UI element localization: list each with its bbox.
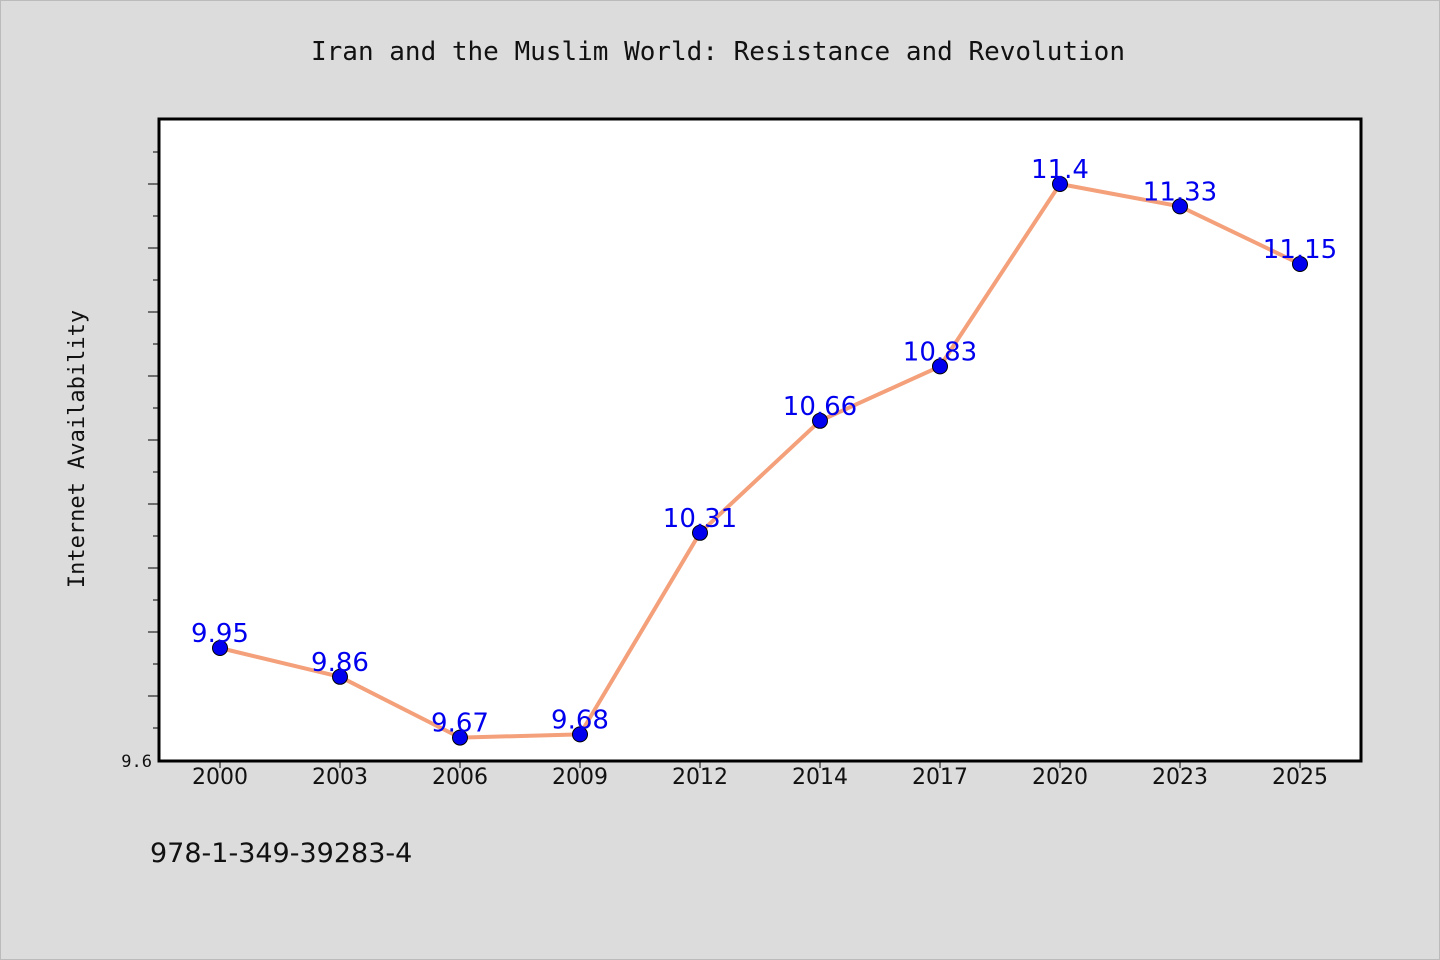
data-label: 10.31	[663, 504, 737, 534]
x-tick-label: 2000	[192, 765, 248, 790]
x-axis-ticks: 2000 2003 2006 2009 2012 2014 2017 2020 2023 2025	[192, 760, 1328, 790]
x-tick-label: 2025	[1272, 765, 1328, 790]
y-axis-ticks	[148, 151, 160, 729]
isbn-label: 978-1-349-39283-4	[150, 838, 412, 869]
data-point	[1292, 256, 1308, 272]
x-tick-label: 2006	[432, 765, 488, 790]
data-point	[812, 412, 828, 429]
x-tick-label: 2020	[1032, 765, 1088, 790]
y-tick-label: 9.6	[121, 752, 152, 772]
data-label: 9.95	[191, 619, 249, 649]
x-tick-label: 2009	[552, 765, 608, 790]
x-tick-label: 2003	[312, 765, 368, 790]
series-line-group	[218, 182, 1302, 740]
chart-title: Iran and the Muslim World: Resistance an…	[311, 37, 1125, 67]
data-point	[452, 729, 468, 746]
plot-area	[157, 117, 1363, 763]
data-point	[332, 668, 348, 685]
data-label: 11.15	[1263, 235, 1337, 265]
data-point	[692, 524, 708, 541]
data-label: 11.4	[1031, 155, 1089, 185]
data-point	[932, 358, 948, 375]
data-point	[572, 726, 588, 743]
data-label: 10.83	[903, 337, 977, 367]
data-point	[1172, 198, 1188, 215]
data-markers	[212, 176, 1308, 746]
x-tick-label: 2023	[1152, 765, 1208, 790]
x-tick-label: 2012	[672, 765, 728, 790]
data-label: 10.66	[783, 392, 857, 422]
x-tick-label: 2017	[912, 765, 968, 790]
x-tick-label: 2014	[792, 765, 848, 790]
data-label: 9.67	[431, 709, 489, 739]
y-axis-label: Internet Availability	[65, 310, 90, 588]
data-point	[1052, 176, 1068, 192]
data-label: 9.86	[311, 648, 369, 678]
series-line	[218, 182, 1302, 740]
data-labels: 9.95 9.86 9.67 9.68 10.31 10.66 10.83 11.4 11.33…	[191, 155, 1337, 739]
data-point	[212, 640, 228, 656]
data-label: 9.68	[551, 705, 609, 735]
data-label: 11.33	[1143, 177, 1217, 207]
